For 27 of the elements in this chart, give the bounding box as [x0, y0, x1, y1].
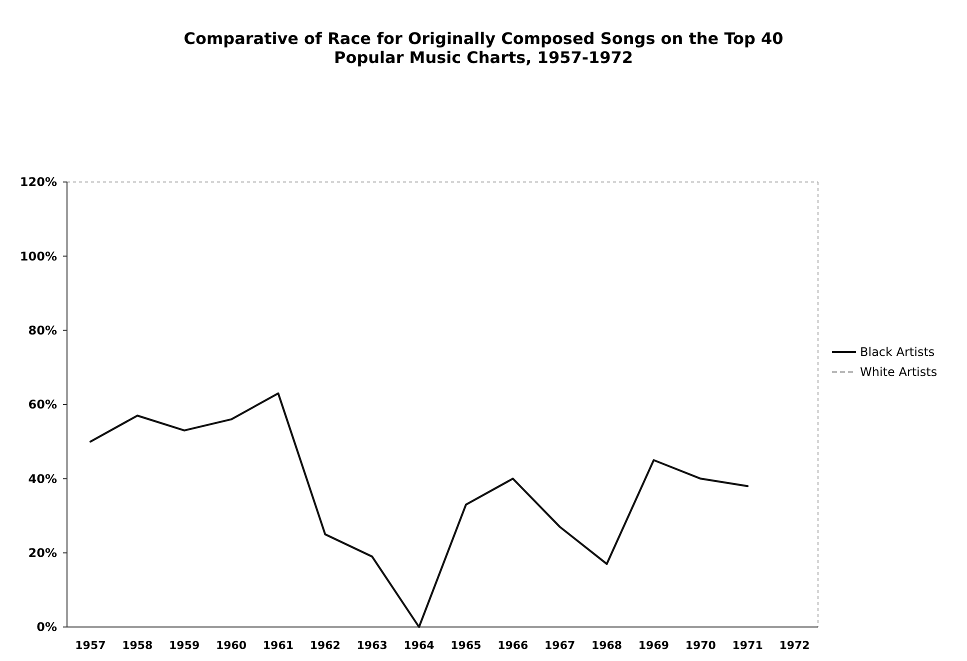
- x-tick-label: 1972: [779, 639, 810, 652]
- x-tick-label: 1959: [169, 639, 200, 652]
- x-tick-label: 1967: [544, 639, 576, 652]
- x-tick-label: 1962: [310, 639, 340, 652]
- y-tick-label: 80%: [28, 324, 57, 338]
- x-tick-label: 1968: [591, 639, 622, 652]
- y-tick-label: 20%: [28, 546, 57, 560]
- legend-label: White Artists: [860, 365, 938, 380]
- y-tick-label: 40%: [28, 472, 57, 486]
- x-tick-label: 1969: [638, 639, 670, 652]
- y-tick-label: 120%: [20, 175, 57, 190]
- x-tick-label: 1966: [498, 639, 529, 652]
- y-tick-label: 60%: [28, 398, 57, 412]
- legend-label: Black Artists: [860, 345, 935, 360]
- x-tick-label: 1970: [685, 639, 716, 652]
- x-tick-label: 1961: [262, 639, 294, 652]
- y-tick-label: 100%: [20, 249, 57, 264]
- x-tick-label: 1971: [732, 639, 763, 652]
- y-tick-label: 0%: [36, 620, 57, 634]
- x-tick-label: 1960: [216, 639, 247, 652]
- x-tick-label: 1963: [356, 639, 388, 652]
- x-tick-label: 1957: [75, 639, 106, 652]
- line-series: [89, 392, 749, 628]
- x-tick-label: 1964: [404, 639, 435, 652]
- chart-title: Comparative of Race for Originally Composed Songs on the Top 40 Popular Music Charts, 1957-1972: [184, 29, 784, 67]
- x-tick-label: 1965: [450, 639, 482, 652]
- x-tick-label: 1958: [122, 639, 153, 652]
